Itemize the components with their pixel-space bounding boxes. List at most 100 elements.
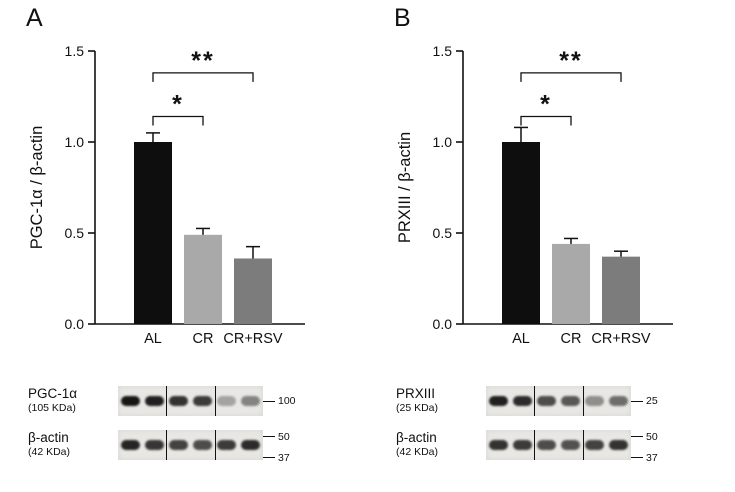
y-tick-label: 0.5	[65, 225, 85, 241]
blot-protein-name: β-actin	[396, 430, 437, 445]
blot-band	[241, 396, 261, 406]
marker-tick	[263, 400, 275, 402]
panel-a-letter: A	[26, 4, 43, 32]
y-tick-label: 0.0	[65, 316, 85, 332]
x-tick-label: AL	[512, 331, 530, 347]
panel-b: B 0.0 0.5 1.0 1.5 PRXIII / β-actin AL CR CR+RSV…	[368, 0, 735, 492]
molecular-weight-marker: 100	[263, 395, 296, 407]
blot-molecular-weight: (105 KDa)	[28, 401, 76, 414]
blot-band	[168, 396, 188, 406]
significance-label: *	[540, 91, 552, 119]
bar-chart-pgc1a: 0.0 0.5 1.0 1.5 PGC-1α / β-actin AL CR CR+RSV **…	[28, 43, 305, 347]
blot-markers: 50 37	[263, 430, 323, 464]
marker-label: 50	[278, 430, 290, 443]
marker-label: 100	[278, 395, 296, 407]
lane-divider	[166, 386, 168, 416]
molecular-weight-marker: 37	[631, 452, 658, 464]
blot-band	[585, 396, 605, 406]
blot-band	[609, 440, 629, 450]
blot-band	[561, 440, 581, 450]
blot-band	[120, 440, 140, 450]
significance-label: **	[191, 47, 214, 75]
x-tick-label: AL	[144, 331, 162, 347]
molecular-weight-marker: 25	[631, 395, 658, 407]
blot-band	[609, 396, 629, 406]
marker-label: 37	[646, 451, 658, 464]
blot-row: PRXIII (25 KDa) 25	[368, 386, 735, 416]
blot-markers: 50 37	[631, 430, 691, 464]
blot-band	[241, 440, 261, 450]
bar-cr-rsv	[234, 258, 272, 324]
y-tick-label: 0.0	[433, 316, 453, 332]
significance-bracket	[520, 115, 572, 126]
blot-image	[486, 386, 631, 416]
y-tick-label: 1.5	[65, 43, 85, 59]
blot-band	[536, 396, 556, 406]
blot-band	[193, 396, 213, 406]
blot-band	[488, 440, 508, 450]
blot-band	[585, 440, 605, 450]
bar-al	[134, 142, 172, 324]
bar-al	[502, 142, 540, 324]
x-tick-label: CR+RSV	[591, 331, 651, 347]
blot-band	[120, 396, 140, 406]
blot-row: PGC-1α (105 KDa) 100	[0, 386, 367, 416]
y-axis-title: PGC-1α / β-actin	[28, 126, 46, 250]
blot-band	[193, 440, 213, 450]
x-tick-label: CR	[193, 331, 214, 347]
blot-label: β-actin (42 KDa)	[28, 430, 116, 458]
molecular-weight-marker: 37	[263, 452, 290, 464]
bar-chart-prxiii: 0.0 0.5 1.0 1.5 PRXIII / β-actin AL CR CR+RSV **…	[396, 43, 673, 347]
blot-protein-name: β-actin	[28, 430, 69, 445]
blot-band	[217, 396, 237, 406]
lane-divider	[166, 430, 168, 460]
bar-cr	[184, 234, 222, 324]
y-tick-label: 1.5	[433, 43, 453, 59]
lane-divider	[214, 430, 216, 460]
blot-section-pgc1a: PGC-1α (105 KDa) 100 β-actin (42 KDa) 50 37	[0, 386, 367, 486]
blot-band	[512, 396, 532, 406]
significance-label: *	[172, 91, 184, 119]
blot-band	[144, 396, 164, 406]
blot-image	[118, 430, 263, 460]
blot-molecular-weight: (42 KDa)	[28, 445, 71, 458]
marker-tick	[631, 457, 643, 459]
marker-tick	[631, 436, 643, 438]
significance-bracket	[152, 72, 254, 82]
x-tick-label: CR+RSV	[223, 331, 283, 347]
blot-markers: 100	[263, 386, 323, 416]
lane-divider	[582, 386, 584, 416]
bar-cr	[552, 243, 590, 324]
significance-bracket	[520, 72, 622, 82]
blot-band	[512, 440, 532, 450]
blot-row: β-actin (42 KDa) 50 37	[0, 430, 367, 464]
blot-image	[118, 386, 263, 416]
molecular-weight-marker: 50	[263, 431, 290, 443]
blot-image	[486, 430, 631, 460]
marker-tick	[631, 400, 643, 402]
marker-label: 37	[278, 451, 290, 464]
marker-tick	[263, 436, 275, 438]
panel-b-letter: B	[394, 4, 411, 32]
blot-section-prxiii: PRXIII (25 KDa) 25 β-actin (42 KDa) 50 37	[368, 386, 735, 486]
blot-band	[168, 440, 188, 450]
blot-band	[488, 396, 508, 406]
blot-label: β-actin (42 KDa)	[396, 430, 484, 458]
blot-molecular-weight: (25 KDa)	[396, 401, 439, 414]
x-tick-label: CR	[561, 331, 582, 347]
blot-row: β-actin (42 KDa) 50 37	[368, 430, 735, 464]
blot-band	[536, 440, 556, 450]
lane-divider	[534, 386, 536, 416]
y-tick-label: 1.0	[65, 134, 85, 150]
molecular-weight-marker: 50	[631, 431, 658, 443]
marker-tick	[263, 457, 275, 459]
lane-divider	[534, 430, 536, 460]
y-axis-title: PRXIII / β-actin	[396, 132, 414, 243]
y-tick-label: 1.0	[433, 134, 453, 150]
blot-label: PGC-1α (105 KDa)	[28, 386, 116, 414]
marker-label: 50	[646, 430, 658, 443]
y-tick-label: 0.5	[433, 225, 453, 241]
bar-cr-rsv	[602, 256, 640, 324]
lane-divider	[582, 430, 584, 460]
